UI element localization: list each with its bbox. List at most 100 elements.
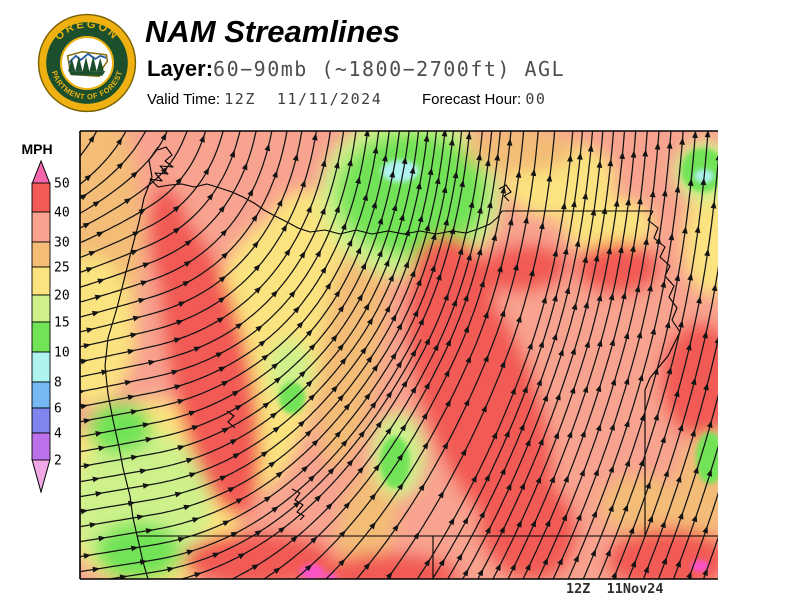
map-clipped-area xyxy=(80,131,718,579)
streamline-arrowhead xyxy=(371,364,379,372)
streamline-arrowhead xyxy=(703,382,709,391)
valid-time-label: Valid Time: xyxy=(147,91,221,108)
streamline-arrowhead xyxy=(235,498,244,504)
streamline xyxy=(627,265,718,579)
streamline-arrowhead xyxy=(254,286,262,294)
streamline-arrowhead xyxy=(538,340,544,348)
streamline-arrowhead xyxy=(625,198,631,206)
streamline-arrowhead xyxy=(172,205,181,213)
streamline-arrowhead xyxy=(562,247,569,255)
streamline-arrowhead xyxy=(442,441,449,450)
streamline-arrowhead xyxy=(251,214,258,222)
streamline-arrowhead xyxy=(293,306,300,314)
streamline-arrowhead xyxy=(485,526,491,534)
streamline-arrowhead xyxy=(519,423,525,431)
streamline xyxy=(492,131,626,579)
streamline xyxy=(80,131,390,438)
streamline-arrowhead xyxy=(619,151,625,160)
streamline-arrowhead xyxy=(497,264,503,273)
streamline-arrowhead xyxy=(668,232,675,241)
streamline-arrowhead xyxy=(237,553,246,560)
streamline-arrowhead xyxy=(355,246,362,255)
valid-time-value: 12Z 11/11/2024 xyxy=(224,90,383,108)
streamline-arrowhead xyxy=(422,441,429,450)
streamline-arrowhead xyxy=(618,245,624,254)
streamline-arrowhead xyxy=(650,327,656,335)
streamline-arrowhead xyxy=(595,384,602,393)
streamline-arrowhead xyxy=(234,404,243,411)
streamline-arrowhead xyxy=(320,266,327,274)
streamline-arrowhead xyxy=(693,466,699,474)
streamline-arrowhead xyxy=(542,557,548,566)
streamline-arrowhead xyxy=(347,158,353,167)
streamline-arrowhead xyxy=(610,377,617,386)
streamline-arrowhead xyxy=(346,238,353,247)
streamline-arrowhead xyxy=(463,398,470,407)
streamline-arrowhead xyxy=(357,466,364,474)
streamline-arrowhead xyxy=(148,359,156,366)
streamline xyxy=(80,131,273,303)
streamline xyxy=(355,131,539,579)
streamline-arrowhead xyxy=(358,430,366,438)
streamline-arrowhead xyxy=(199,134,205,143)
streamline-arrowhead xyxy=(624,459,631,467)
streamline-arrowhead xyxy=(573,554,579,563)
streamline-arrowhead xyxy=(479,510,485,519)
streamline-arrowhead xyxy=(334,161,340,169)
streamline-arrowhead xyxy=(499,360,506,369)
streamline-arrowhead xyxy=(315,249,322,258)
streamline-arrowhead xyxy=(714,337,718,344)
streamline-arrowhead xyxy=(89,522,97,528)
streamline-arrowhead xyxy=(561,513,567,522)
streamline-arrowhead xyxy=(83,418,92,424)
streamline-arrowhead xyxy=(441,131,448,137)
streamline-arrowhead xyxy=(642,149,648,157)
streamline xyxy=(80,131,438,513)
streamline-arrowhead xyxy=(481,404,487,413)
streamline-arrowhead xyxy=(338,558,346,567)
streamline-arrowhead xyxy=(674,185,681,193)
streamline-arrowhead xyxy=(500,467,506,476)
streamline-arrowhead xyxy=(555,392,561,401)
streamline-arrowhead xyxy=(189,472,197,478)
streamline-arrowhead xyxy=(272,170,278,178)
streamline-arrowhead xyxy=(638,458,645,467)
streamline-arrowhead xyxy=(639,413,646,422)
streamline-arrowhead xyxy=(160,166,168,174)
streamline-arrowhead xyxy=(647,515,654,523)
streamline-arrowhead xyxy=(477,568,484,577)
streamline-arrowhead xyxy=(142,422,151,428)
legend-band xyxy=(31,407,51,434)
streamline-arrowhead xyxy=(579,468,585,477)
streamline xyxy=(642,337,718,579)
streamline-arrowhead xyxy=(424,381,430,390)
streamline-arrowhead xyxy=(590,549,596,557)
wind-region xyxy=(183,532,333,579)
streamline-arrowhead xyxy=(692,131,698,139)
streamline xyxy=(80,131,241,274)
streamline-arrowhead xyxy=(549,475,555,484)
streamline-arrowhead xyxy=(677,423,684,432)
streamline-arrowhead xyxy=(677,511,684,520)
streamline-arrowhead xyxy=(552,249,559,257)
streamline-arrowhead xyxy=(385,427,392,435)
streamline-arrowhead xyxy=(138,298,146,304)
streamline-arrowhead xyxy=(711,283,718,292)
streamline-arrowhead xyxy=(687,178,694,186)
streamline-arrowhead xyxy=(231,390,240,397)
streamline-arrowhead xyxy=(664,320,671,329)
page-title: NAM Streamlines xyxy=(145,14,400,49)
streamline-arrowhead xyxy=(546,174,553,182)
streamline-arrowhead xyxy=(636,330,643,339)
streamline-arrowhead xyxy=(623,377,630,385)
streamline-arrowhead xyxy=(654,142,661,150)
streamline-arrowhead xyxy=(327,467,335,475)
streamline-arrowhead xyxy=(130,171,138,179)
streamline-arrowhead xyxy=(690,429,696,437)
streamline-arrowhead xyxy=(268,461,276,468)
streamline-arrowhead xyxy=(582,255,588,264)
streamline-arrowhead xyxy=(177,536,186,543)
streamline-arrowhead xyxy=(230,531,239,538)
streamline-arrowhead xyxy=(261,354,269,361)
